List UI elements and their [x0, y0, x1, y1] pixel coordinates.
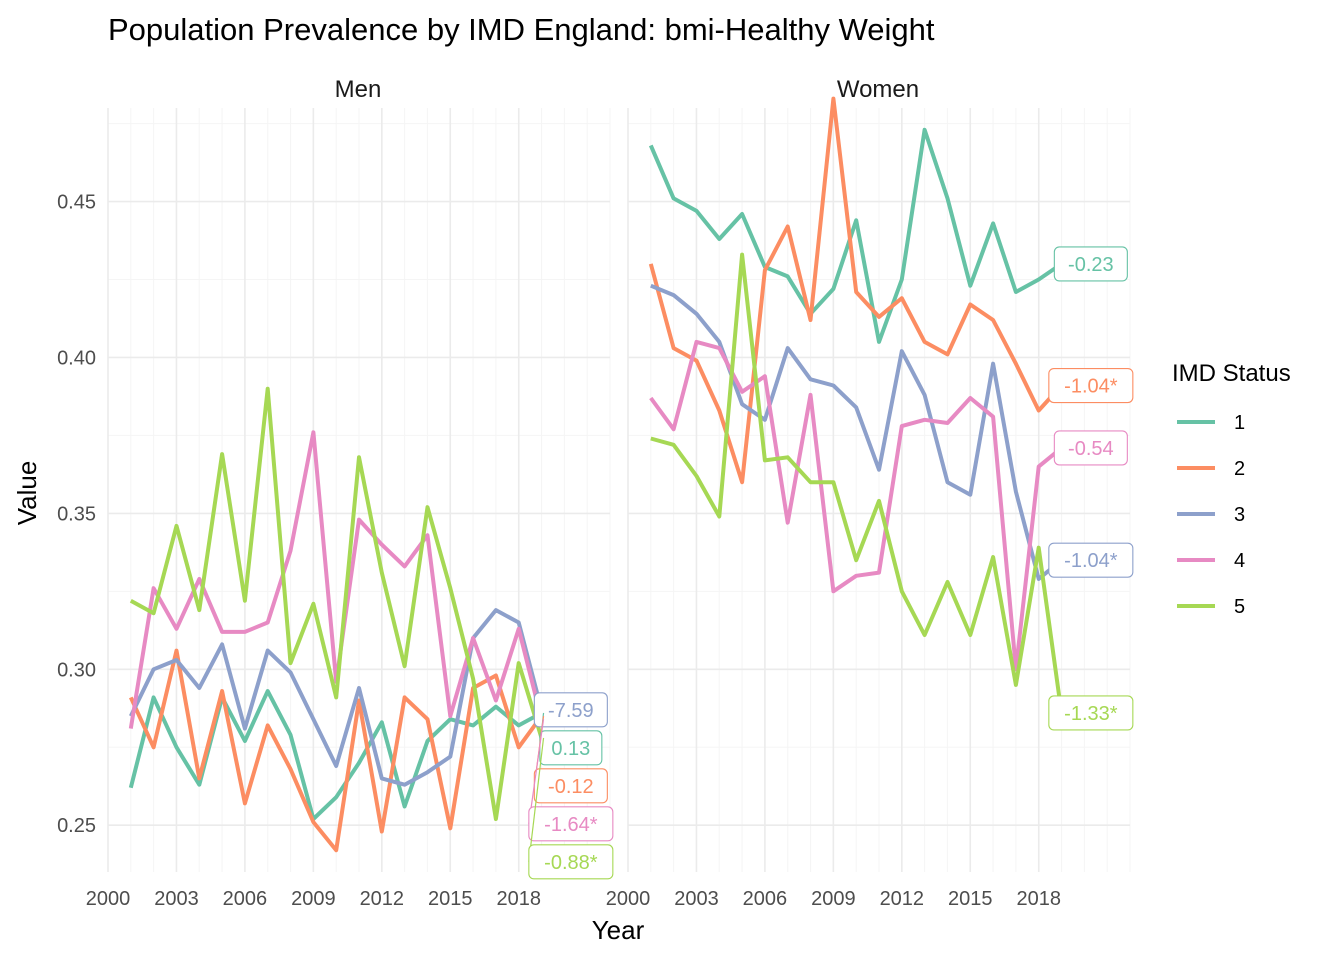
x-tick-label: 2009 [291, 888, 336, 910]
annotation-label: -1.04* [1064, 550, 1118, 572]
legend-label-2: 2 [1234, 458, 1245, 480]
legend-label-5: 5 [1234, 596, 1245, 618]
annotation-box [1053, 430, 1128, 466]
y-tick-label: 0.30 [57, 659, 96, 681]
y-axis-title: Value [12, 461, 42, 526]
legend-items: 1 2 3 4 5 [1177, 412, 1245, 618]
legend-label-3: 3 [1234, 504, 1245, 526]
series-line-men-imd-1 [128, 689, 543, 821]
legend-title: IMD Status [1172, 360, 1291, 387]
annotation-box [1048, 367, 1134, 404]
annotation-connector [528, 719, 545, 824]
grid-men [107, 108, 611, 872]
series-line-men-imd-5 [129, 386, 544, 821]
annotation-box [528, 844, 614, 880]
facet-men: -7.590.13-0.12-1.64*-0.88* 2000 2003 2006 2… [86, 76, 614, 910]
grid-women [627, 108, 1131, 872]
annotation-box [533, 692, 608, 728]
x-tick-label: 2018 [496, 888, 541, 910]
x-axis-title: Year [592, 915, 645, 945]
series-line-women-imd-1 [648, 127, 1063, 344]
y-tick-label: 0.35 [57, 503, 96, 525]
y-tick-label: 0.40 [57, 347, 96, 369]
annotation-box [1048, 695, 1134, 731]
x-tick-label: 2006 [743, 888, 788, 910]
annotation-box [1053, 246, 1128, 282]
annotation-label: -0.12 [548, 776, 594, 798]
annotation-label: -1.64* [544, 814, 598, 836]
annotation-box [1048, 542, 1134, 578]
x-tick-label: 2015 [948, 888, 993, 910]
lines-women [648, 96, 1064, 714]
lines-men [128, 386, 544, 853]
x-tick-label: 2009 [811, 888, 856, 910]
facet-women: -0.23-1.04*-0.54-1.04*-1.33* 2000 2003 200… [606, 76, 1134, 910]
legend-label-1: 1 [1234, 412, 1245, 434]
annotation-label: -0.23 [1068, 254, 1114, 276]
annotations-women: -0.23 -1.04* -0.54 -1.04* -1.33* [1048, 246, 1134, 731]
xticks-women: 2000 2003 2006 2009 2012 2015 2018 [606, 888, 1061, 910]
x-tick-label: 2000 [606, 888, 651, 910]
annotation-label: -0.54 [1068, 438, 1114, 460]
annotation-label: -1.04* [1064, 376, 1118, 398]
series-line-women-imd-4 [649, 339, 1063, 672]
facet-label-men: Men [335, 76, 382, 103]
x-tick-label: 2018 [1016, 888, 1061, 910]
x-tick-label: 2003 [154, 888, 199, 910]
annotation-connector [528, 737, 545, 862]
facet-label-women: Women [837, 76, 919, 103]
annotation-label: 0.13 [551, 738, 590, 760]
annotation-label: -1.33* [1064, 703, 1118, 725]
xticks-men: 2000 2003 2006 2009 2012 2015 2018 [86, 888, 541, 910]
annotation-label: -7.59 [548, 700, 594, 722]
annotation-label: -0.88* [544, 852, 598, 874]
legend-label-4: 4 [1234, 550, 1245, 572]
series-line-women-imd-5 [650, 252, 1064, 714]
x-tick-label: 2006 [223, 888, 268, 910]
series-line-women-imd-3 [650, 283, 1063, 581]
x-tick-label: 2015 [428, 888, 473, 910]
annotation-box [528, 806, 614, 842]
legend: IMD Status 1 2 3 4 5 [1172, 360, 1291, 618]
y-tick-label: 0.25 [57, 815, 96, 837]
x-tick-label: 2000 [86, 888, 131, 910]
chart-title: Population Prevalence by IMD England: bm… [108, 12, 935, 47]
y-axis-ticks: 0.25 0.30 0.35 0.40 0.45 [57, 192, 96, 838]
x-tick-label: 2003 [674, 888, 719, 910]
annotations-men: -7.59 0.13 -0.12 -1.64* -0.88* [528, 692, 614, 880]
y-tick-label: 0.45 [57, 192, 96, 214]
series-line-women-imd-2 [648, 96, 1063, 485]
x-tick-label: 2012 [880, 888, 925, 910]
x-tick-label: 2012 [360, 888, 405, 910]
